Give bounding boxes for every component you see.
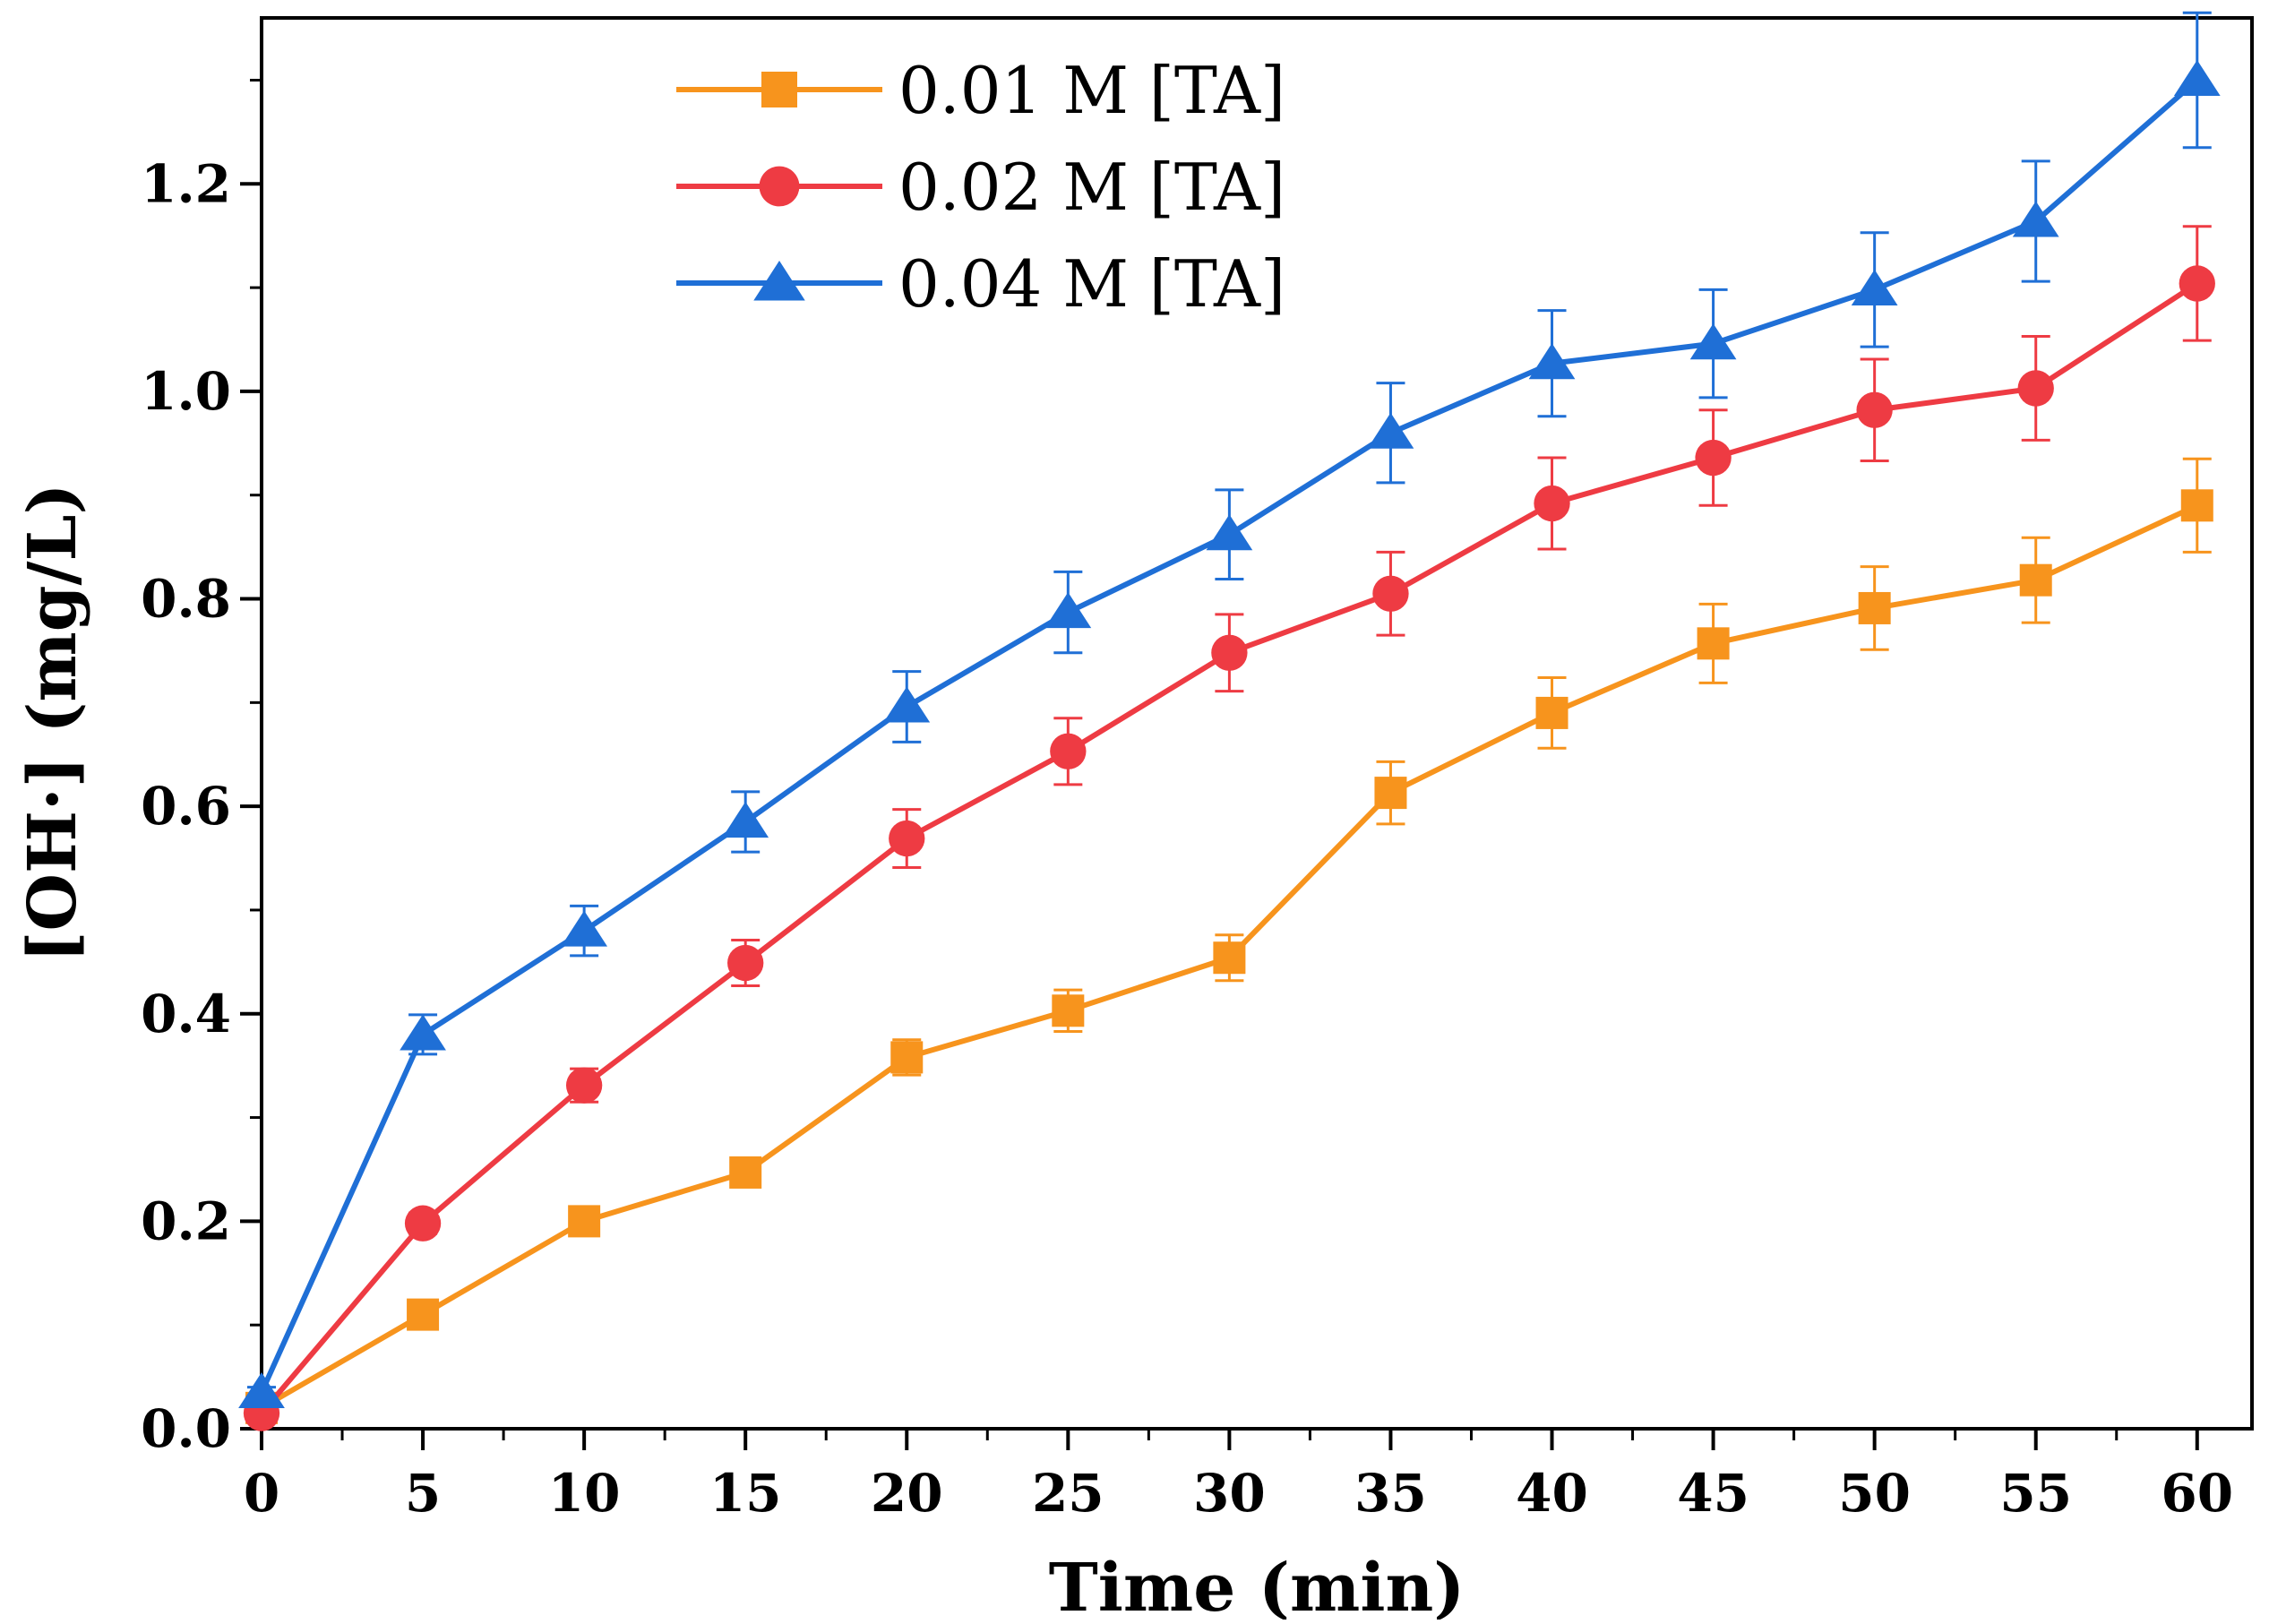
triangle-marker [2173, 59, 2221, 97]
square-marker [890, 1041, 924, 1074]
triangle-marker [1689, 323, 1737, 360]
circle-marker [1050, 733, 1087, 769]
square-marker [761, 72, 797, 107]
square-marker [407, 1298, 440, 1331]
y-tick-label: 0.4 [141, 984, 231, 1044]
x-tick-label: 20 [871, 1463, 943, 1524]
square-marker [1858, 591, 1891, 624]
triangle-marker [1206, 514, 1253, 551]
circle-marker [1534, 485, 1570, 522]
square-marker [568, 1205, 601, 1238]
y-tick-label: 1.2 [141, 153, 231, 214]
series [238, 11, 2221, 1409]
y-tick-label: 0.2 [141, 1190, 231, 1251]
series [243, 225, 2215, 1431]
triangle-marker [1851, 269, 1898, 305]
circle-marker [1211, 634, 1248, 671]
triangle-marker [2012, 201, 2059, 237]
legend-label: 0.02 M [TA] [898, 150, 1285, 225]
circle-marker [2017, 370, 2054, 407]
x-tick-label: 50 [1838, 1463, 1911, 1524]
y-tick-label: 0.0 [141, 1398, 231, 1459]
square-marker [729, 1156, 762, 1189]
x-tick-label: 0 [244, 1463, 279, 1524]
square-marker [1052, 994, 1085, 1027]
x-tick-label: 15 [709, 1463, 782, 1524]
y-tick-label: 1.0 [141, 361, 231, 422]
plot-frame [260, 16, 2254, 1431]
circle-marker [1856, 391, 1893, 428]
x-tick-label: 40 [1516, 1463, 1588, 1524]
x-tick-label: 35 [1354, 1463, 1427, 1524]
y-axis-title: [OH·] (mg/L) [14, 483, 91, 962]
y-tick-label: 0.8 [141, 569, 231, 630]
x-tick-label: 25 [1032, 1463, 1104, 1524]
circle-marker [404, 1205, 442, 1242]
legend-label: 0.04 M [TA] [898, 246, 1285, 322]
triangle-marker [1528, 343, 1576, 380]
triangle-marker [1044, 592, 1092, 629]
x-tick-label: 55 [1999, 1463, 2072, 1524]
x-tick-label: 60 [2161, 1463, 2233, 1524]
circle-marker [1695, 439, 1732, 477]
circle-marker [2179, 265, 2215, 302]
circle-marker [565, 1067, 603, 1104]
square-marker [1213, 941, 1246, 975]
circle-marker [727, 944, 764, 982]
x-tick-label: 10 [548, 1463, 621, 1524]
square-marker [1374, 777, 1407, 810]
triangle-marker [1367, 412, 1414, 449]
square-marker [2180, 489, 2213, 522]
circle-marker [1372, 575, 1409, 612]
series [245, 457, 2213, 1424]
x-axis-title: Time (min) [1049, 1550, 1465, 1620]
triangle-marker [722, 802, 769, 838]
legend-label: 0.01 M [TA] [898, 53, 1285, 128]
circle-marker [889, 820, 925, 857]
legend: 0.01 M [TA] 0.02 M [TA] 0.04 M [TA] [676, 53, 1285, 322]
triangle-marker [238, 1371, 285, 1409]
series-group [238, 11, 2221, 1431]
square-marker [1697, 627, 1730, 660]
x-tick-label: 5 [405, 1463, 441, 1524]
square-marker [2019, 563, 2052, 597]
x-tick-label: 45 [1677, 1463, 1749, 1524]
axis-ticks: 0 5 10 15 20 25 30 35 40 45 50 55 60 0.0 0.2 0.4 0.6 0.8 1… [141, 78, 2233, 1524]
series-line [259, 280, 2199, 1415]
square-marker [1535, 696, 1569, 729]
triangle-marker [753, 261, 805, 301]
circle-marker [759, 166, 800, 207]
y-tick-label: 0.6 [141, 776, 231, 837]
triangle-marker [561, 910, 608, 947]
triangle-marker [883, 686, 931, 723]
x-tick-label: 30 [1193, 1463, 1266, 1524]
triangle-marker [400, 1014, 446, 1051]
